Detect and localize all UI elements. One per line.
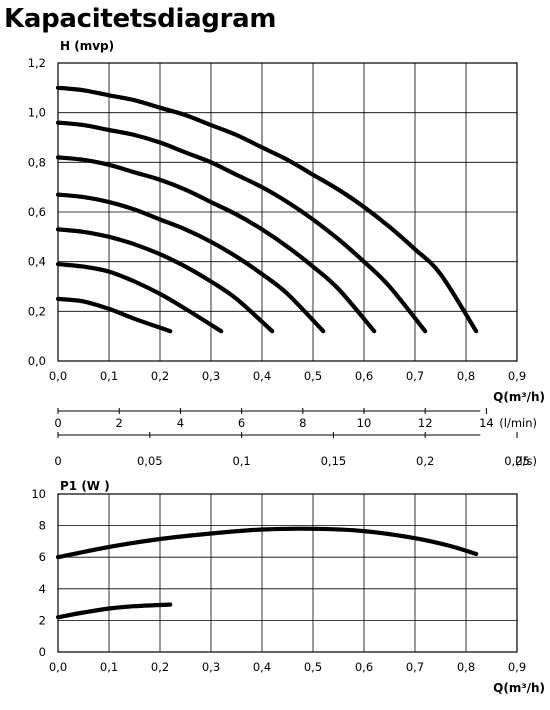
scale-1-tick-label: 0 xyxy=(54,454,61,468)
head-x-tick-label: 0,8 xyxy=(457,369,475,383)
scale-0-tick-label: 4 xyxy=(177,416,184,430)
scale-0-tick-label: 10 xyxy=(357,416,372,430)
head-y-tick-label: 0,4 xyxy=(28,255,46,269)
head-curve-4 xyxy=(55,155,377,334)
head-x-tick-label: 0,3 xyxy=(202,369,220,383)
power-y-axis-label: P1 (W ) xyxy=(60,479,110,493)
head-x-tick-label: 0,5 xyxy=(304,369,322,383)
head-x-tick-label: 0,9 xyxy=(508,369,526,383)
power-y-tick-label: 10 xyxy=(31,487,46,501)
head-x-axis-label: Q(m³/h) xyxy=(493,390,545,404)
scale-0-tick-label: 0 xyxy=(54,416,61,430)
scale-1-tick-label: 0,05 xyxy=(137,454,163,468)
power-x-tick-label: 0,5 xyxy=(304,660,322,674)
head-x-tick-label: 0,4 xyxy=(253,369,271,383)
scale-1-tick-label: 0,25 xyxy=(504,454,530,468)
power-x-tick-label: 0,9 xyxy=(508,660,526,674)
scale-1-tick-label: 0,15 xyxy=(321,454,347,468)
head-y-tick-label: 1,2 xyxy=(28,56,46,70)
head-y-tick-label: 0,8 xyxy=(28,155,46,169)
head-y-axis-label: H (mvp) xyxy=(60,39,114,53)
scale-1-tick-label: 0,2 xyxy=(416,454,434,468)
power-curve-0 xyxy=(55,602,173,620)
power-x-tick-label: 0,7 xyxy=(406,660,424,674)
head-x-tick-label: 0,2 xyxy=(151,369,169,383)
head-curve-1 xyxy=(55,262,224,334)
power-y-tick-label: 0 xyxy=(39,645,46,659)
scale-1-tick-label: 0,1 xyxy=(232,454,250,468)
power-x-tick-label: 0,2 xyxy=(151,660,169,674)
power-y-tick-label: 4 xyxy=(39,582,46,596)
head-curve-3 xyxy=(55,192,326,334)
scale-0-tick-label: 8 xyxy=(299,416,306,430)
scale-0-tick-label: 2 xyxy=(116,416,123,430)
head-curve-2 xyxy=(55,227,275,334)
power-x-tick-label: 0,3 xyxy=(202,660,220,674)
head-curve-6 xyxy=(55,85,479,334)
power-x-tick-label: 0,0 xyxy=(49,660,67,674)
power-plot-frame xyxy=(57,493,518,653)
head-x-tick-label: 0,0 xyxy=(49,369,67,383)
scale-0-unit-label: (l/min) xyxy=(499,416,537,430)
power-y-tick-label: 6 xyxy=(39,550,46,564)
page-title: Kapacitetsdiagram xyxy=(4,4,277,34)
head-curve-5 xyxy=(55,120,428,334)
scale-0-tick-label: 12 xyxy=(418,416,433,430)
power-x-tick-label: 0,1 xyxy=(100,660,118,674)
power-x-tick-label: 0,8 xyxy=(457,660,475,674)
power-x-axis-label: Q(m³/h) xyxy=(493,681,545,695)
head-y-tick-label: 0,6 xyxy=(28,205,46,219)
head-x-tick-label: 0,1 xyxy=(100,369,118,383)
head-y-tick-label: 0,0 xyxy=(28,354,46,368)
head-x-tick-label: 0,6 xyxy=(355,369,373,383)
power-x-tick-label: 0,4 xyxy=(253,660,271,674)
scale-0-tick-label: 14 xyxy=(479,416,494,430)
head-y-tick-label: 1,0 xyxy=(28,106,46,120)
head-y-tick-label: 0,2 xyxy=(28,304,46,318)
scale-0-tick-label: 6 xyxy=(238,416,245,430)
power-curve-1 xyxy=(55,526,479,560)
power-x-tick-label: 0,6 xyxy=(355,660,373,674)
power-y-tick-label: 8 xyxy=(39,519,46,533)
head-x-tick-label: 0,7 xyxy=(406,369,424,383)
head-plot-frame xyxy=(57,62,518,362)
power-y-tick-label: 2 xyxy=(39,613,46,627)
head-curve-0 xyxy=(55,296,173,334)
scale-1-unit-label: (l/s) xyxy=(515,454,537,468)
